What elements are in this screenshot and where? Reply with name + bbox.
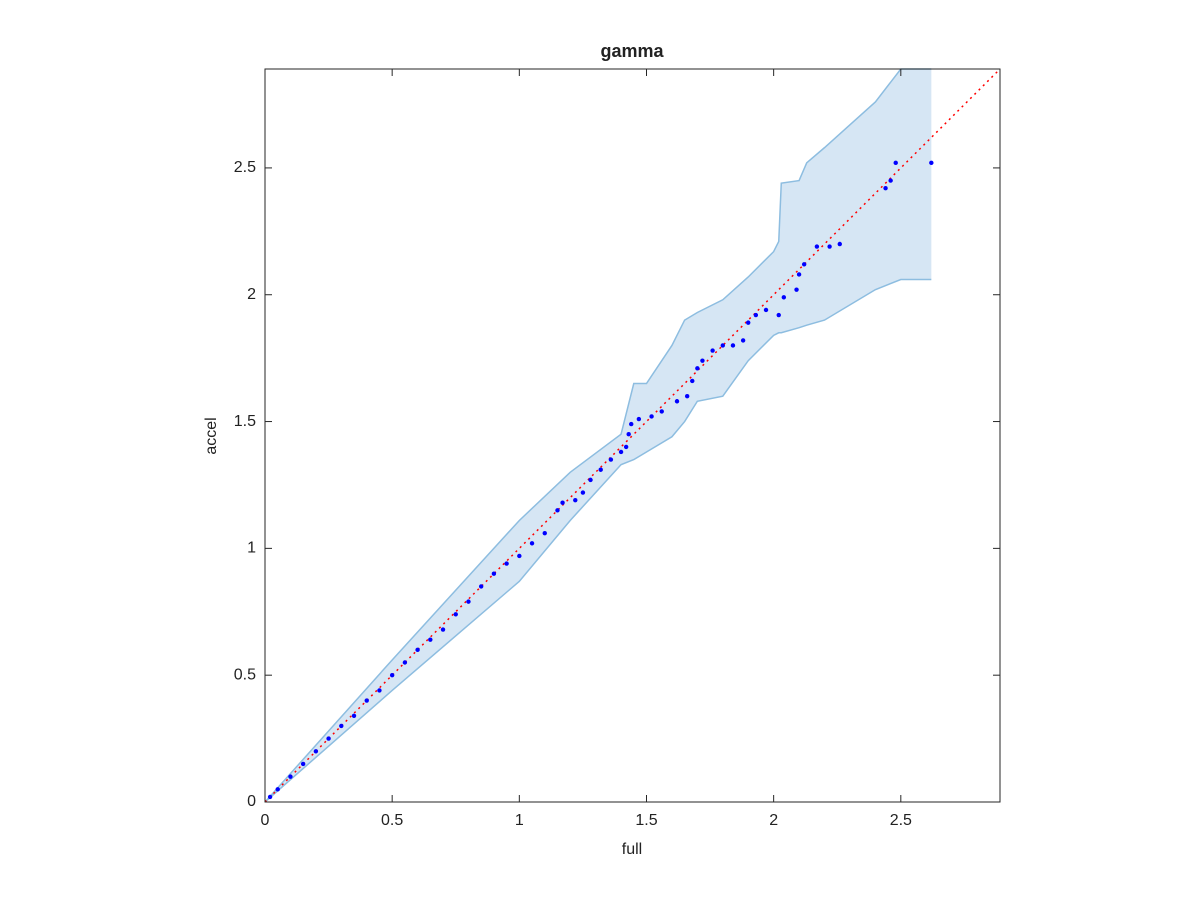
point	[740, 338, 746, 343]
point	[649, 414, 654, 419]
point	[695, 366, 700, 371]
point	[763, 307, 769, 313]
x-tick-label: 0.5	[381, 812, 403, 829]
point	[288, 774, 293, 779]
point	[326, 736, 331, 741]
x-tick-label: 1.5	[635, 812, 657, 829]
point	[659, 409, 664, 414]
point	[801, 262, 807, 267]
point	[267, 794, 273, 800]
point	[746, 320, 751, 325]
chart-title: gamma	[600, 41, 664, 61]
point	[428, 637, 433, 642]
point	[351, 713, 357, 718]
point	[893, 160, 898, 166]
point	[517, 553, 522, 559]
point	[313, 749, 319, 754]
point	[555, 508, 560, 513]
point	[684, 393, 690, 399]
point	[608, 457, 614, 462]
point	[690, 378, 695, 384]
point	[883, 186, 888, 191]
point	[440, 627, 446, 632]
point	[588, 477, 593, 483]
reference-line	[264, 68, 1001, 803]
point	[629, 421, 634, 427]
point	[542, 530, 547, 536]
x-tick-label: 2.5	[890, 812, 912, 829]
point	[402, 660, 408, 665]
point	[491, 571, 497, 576]
y-tick-label: 0	[247, 793, 256, 810]
point	[636, 416, 642, 422]
x-tick-label: 1	[515, 812, 524, 829]
point	[415, 647, 420, 653]
point	[529, 541, 535, 546]
point	[781, 295, 787, 300]
point	[720, 343, 725, 348]
band-lower-edge	[264, 278, 932, 803]
y-tick-label: 0.5	[234, 666, 256, 683]
x-tick-label: 2	[769, 812, 778, 829]
point	[364, 698, 369, 703]
point	[466, 599, 471, 604]
plot-frame	[264, 68, 1001, 803]
point	[794, 287, 799, 292]
y-axis-label: accel	[203, 417, 220, 454]
point	[275, 787, 280, 792]
point	[753, 312, 759, 318]
point	[776, 312, 781, 318]
point	[598, 467, 603, 472]
point	[888, 178, 893, 183]
point	[929, 160, 934, 166]
point	[710, 348, 715, 353]
point	[504, 561, 509, 566]
point	[730, 343, 736, 348]
point	[837, 241, 842, 247]
point	[827, 244, 832, 249]
y-tick-label: 1	[247, 540, 256, 557]
x-tick-label: 0	[261, 812, 270, 829]
confidence-band	[265, 69, 932, 802]
point	[478, 584, 484, 589]
point	[623, 444, 629, 450]
point	[573, 497, 578, 503]
point	[674, 399, 680, 404]
point	[626, 432, 631, 437]
y-tick-label: 2	[247, 286, 256, 303]
band-upper-edge	[264, 68, 932, 803]
y-tick-label: 2.5	[234, 159, 256, 176]
x-axis-label: full	[622, 841, 642, 858]
point	[560, 500, 565, 505]
point	[389, 672, 395, 678]
y-tick-label: 1.5	[234, 413, 256, 430]
point	[618, 449, 624, 455]
point	[814, 244, 820, 249]
point	[300, 761, 306, 767]
point	[339, 723, 344, 729]
point	[796, 272, 802, 277]
point	[453, 612, 458, 617]
point	[377, 688, 382, 693]
point	[700, 358, 705, 363]
point	[580, 490, 586, 495]
